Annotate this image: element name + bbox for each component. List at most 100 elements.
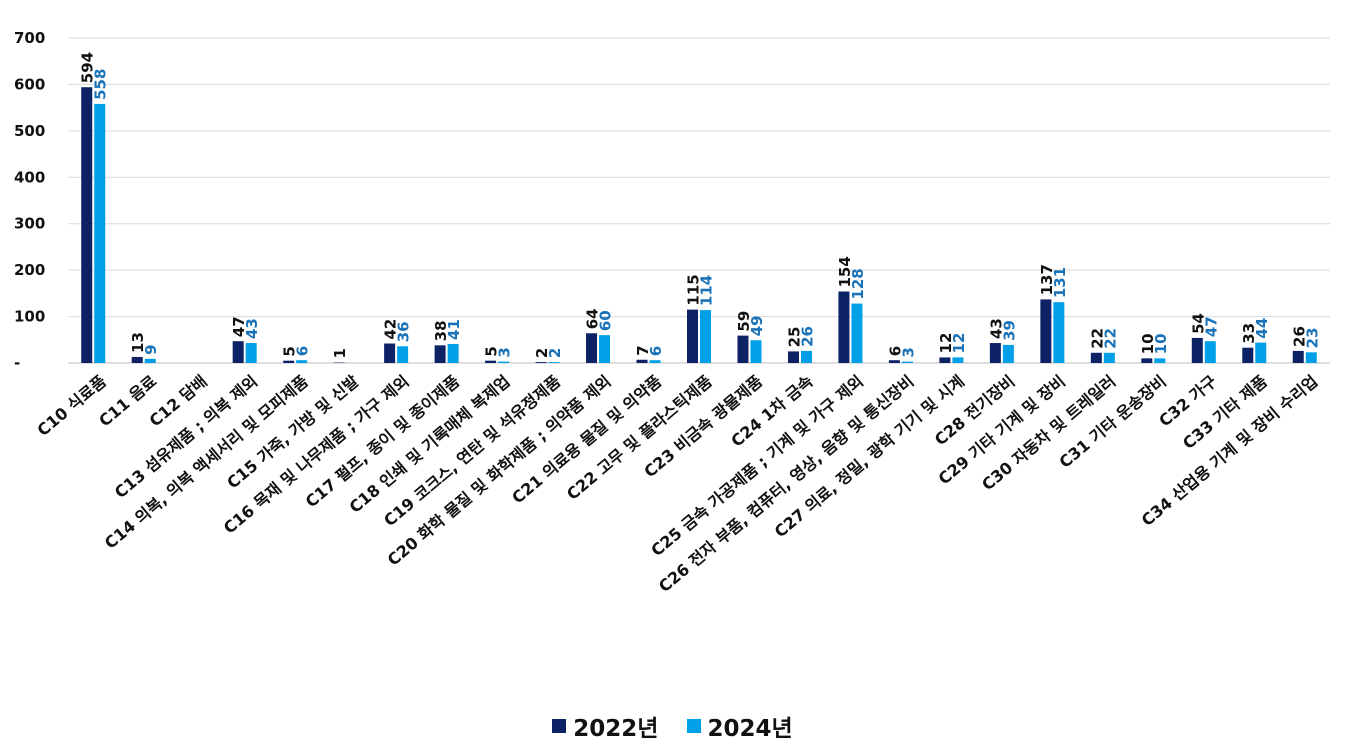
data-label-2022: 22 [1088, 328, 1106, 349]
bar-2022 [434, 345, 446, 363]
bar-2024 [548, 362, 560, 363]
bar-2022 [1090, 352, 1102, 363]
bar-2024 [498, 361, 510, 363]
legend: 2022년 2024년 [0, 709, 1345, 743]
bar-2022 [283, 360, 295, 363]
data-label-2022: 10 [1139, 333, 1157, 354]
data-label-2022: 115 [685, 274, 703, 305]
bar-2022 [1040, 299, 1052, 363]
y-tick-label: 700 [14, 29, 45, 47]
data-label-2022: 154 [836, 256, 854, 287]
bar-2024 [1204, 341, 1216, 363]
bar-2024 [1103, 352, 1115, 363]
y-tick-label: 100 [14, 308, 45, 326]
data-label-2024: 114 [698, 275, 716, 306]
data-label-2024: 3 [899, 347, 917, 357]
data-label-2024: 36 [395, 321, 413, 342]
data-label-2022: 2 [533, 348, 551, 358]
data-label-2024: 10 [1152, 333, 1170, 354]
data-label-2024: 44 [1253, 318, 1271, 339]
data-label-2024: 128 [849, 268, 867, 299]
bar-2024 [1002, 344, 1014, 363]
data-label-2022: 33 [1240, 323, 1258, 344]
data-label-2022: 13 [129, 332, 147, 353]
bar-2024 [144, 358, 156, 363]
bar-2022 [1242, 347, 1254, 363]
data-label-2024: 49 [748, 315, 766, 336]
y-tick-label: 500 [14, 122, 45, 140]
legend-swatch-2024 [686, 719, 701, 733]
bar-2022 [384, 343, 396, 363]
bar-2024 [649, 360, 661, 363]
data-label-2022: 54 [1189, 313, 1207, 334]
bar-2024 [700, 310, 711, 363]
data-label-2024: 558 [92, 69, 110, 100]
data-label-2024: 9 [142, 344, 160, 354]
bar-2024 [397, 346, 409, 363]
bar-2022 [232, 341, 244, 363]
y-tick-label: 600 [14, 75, 45, 93]
data-label-2022: 47 [230, 316, 248, 337]
data-label-2024: 23 [1303, 327, 1321, 348]
y-tick-label: 300 [14, 215, 45, 233]
bar-2022 [636, 359, 648, 363]
bar-2024 [1154, 358, 1166, 363]
bar-2024 [800, 350, 812, 363]
bar-2022 [1292, 350, 1304, 363]
legend-item-2024: 2024년 [686, 709, 793, 743]
data-label-2024: 2 [546, 348, 564, 358]
bar-2024 [952, 357, 964, 363]
y-tick-label: 400 [14, 168, 45, 186]
data-label-2024: 6 [294, 346, 312, 356]
x-tick-label: C10 식료품 [33, 371, 110, 440]
data-label-2024: 6 [647, 346, 665, 356]
bar-2024 [599, 335, 611, 363]
legend-label-2024: 2024년 [707, 716, 793, 742]
bar-2022 [535, 362, 547, 363]
data-label-2022: 5 [281, 346, 299, 356]
bar-2022 [888, 360, 900, 363]
bar-2024 [1053, 302, 1065, 363]
bar-2022 [586, 333, 598, 363]
data-label-2024: 39 [1000, 320, 1018, 341]
bar-2024 [296, 360, 308, 363]
bar-2022 [737, 335, 749, 363]
bar-2022 [81, 87, 93, 363]
bar-2024 [750, 340, 762, 363]
data-label-2024: 12 [950, 333, 968, 354]
data-label-2022: 137 [1038, 264, 1056, 295]
bar-2022 [131, 356, 143, 363]
bar-2022 [787, 351, 799, 363]
data-label-2022: 64 [584, 308, 602, 329]
legend-swatch-2022 [552, 719, 567, 733]
bar-2024 [1255, 342, 1267, 363]
data-label-2024: 3 [496, 347, 514, 357]
data-label-2022: 42 [382, 319, 400, 340]
bar-2022 [1141, 358, 1153, 363]
data-label-2024: 41 [445, 319, 463, 340]
bar-2024 [245, 343, 257, 363]
data-label-2022: 5 [483, 346, 501, 356]
data-label-2022: 1 [331, 348, 349, 358]
data-label-2024: 26 [798, 326, 816, 347]
bar-2022 [1191, 337, 1203, 363]
bar-2022 [485, 360, 497, 363]
bar-2022 [939, 357, 951, 363]
legend-item-2022: 2022년 [552, 709, 658, 743]
data-label-2022: 25 [785, 327, 803, 348]
bar-2024 [1305, 352, 1317, 363]
bar-2024 [447, 343, 459, 363]
legend-label-2022: 2022년 [573, 716, 659, 742]
data-label-2022: 38 [432, 320, 450, 341]
data-label-2024: 131 [1051, 267, 1069, 298]
data-label-2022: 59 [735, 311, 753, 332]
y-tick-label: 200 [14, 261, 45, 279]
data-label-2022: 12 [937, 333, 955, 354]
data-label-2024: 47 [1202, 316, 1220, 337]
bar-2024 [901, 361, 913, 363]
data-label-2024: 43 [243, 318, 261, 339]
bar-2022 [687, 309, 698, 363]
data-label-2024: 22 [1101, 328, 1119, 349]
data-label-2022: 6 [886, 346, 904, 356]
